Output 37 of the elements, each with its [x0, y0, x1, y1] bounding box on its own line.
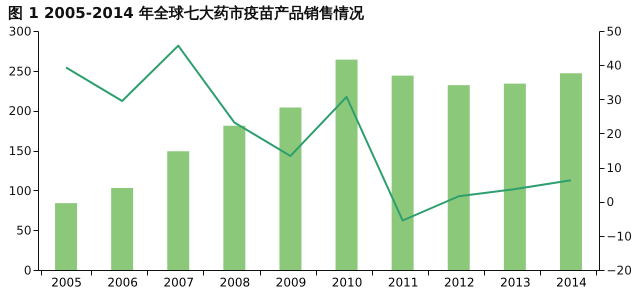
bar — [392, 76, 414, 270]
y-tick-label: 0 — [24, 264, 32, 278]
bar — [111, 188, 134, 270]
y2-tick-label: 30 — [606, 92, 622, 107]
chart-title: 图 1 2005-2014 年全球七大药市疫苗产品销售情况 — [8, 4, 365, 22]
line-series — [65, 44, 572, 222]
y-tick-label: 150 — [8, 144, 32, 158]
y2-tick-label: 0 — [606, 195, 614, 210]
x-tick-label: 2007 — [163, 276, 194, 290]
y2-tick-label: 10 — [606, 161, 622, 176]
y-tick-label: 300 — [8, 24, 32, 38]
y2-tick-label: 20 — [606, 126, 622, 141]
y2-tick-label: 40 — [606, 58, 622, 73]
y2-tick-label: 50 — [606, 24, 622, 38]
bar — [223, 126, 246, 270]
x-tick-label: 2009 — [276, 276, 306, 290]
x-tick-label: 2006 — [107, 276, 138, 290]
bar — [279, 107, 302, 270]
bar — [167, 151, 190, 270]
x-tick-label: 2013 — [500, 276, 531, 290]
y-tick-label: 250 — [8, 64, 32, 78]
x-tick-label: 2012 — [444, 276, 475, 290]
x-tick-label: 2005 — [51, 276, 82, 290]
bar — [560, 73, 582, 270]
bar — [448, 85, 470, 270]
y2-tick-label: −20 — [606, 264, 632, 278]
bar — [336, 60, 358, 270]
y2-tick-label: −10 — [606, 229, 632, 244]
x-tick-label: 2008 — [220, 276, 250, 290]
x-tick-label: 2010 — [332, 276, 362, 290]
y-tick-label: 200 — [8, 104, 32, 118]
x-tick-label: 2011 — [388, 276, 418, 290]
y-tick-label: 50 — [16, 224, 32, 238]
x-tick-label: 2014 — [556, 276, 587, 290]
y-tick-label: 100 — [8, 184, 32, 198]
bar — [55, 203, 78, 270]
bar — [504, 84, 526, 270]
